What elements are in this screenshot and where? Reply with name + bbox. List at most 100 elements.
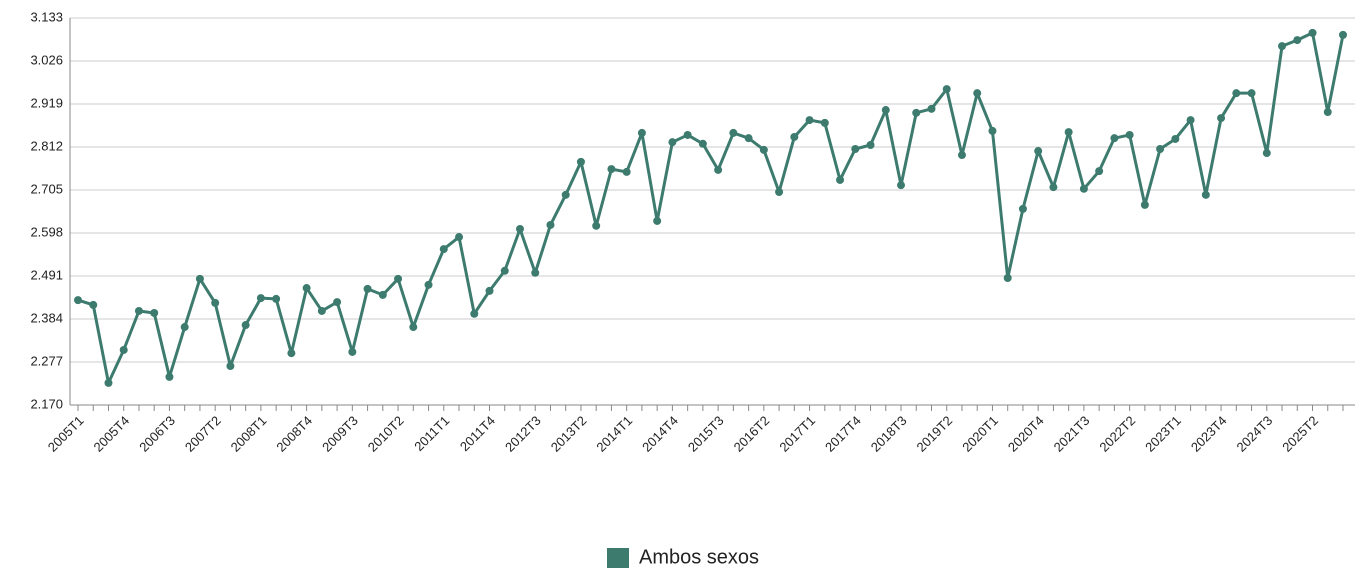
data-point bbox=[1262, 149, 1271, 158]
data-point bbox=[1156, 145, 1165, 154]
data-point bbox=[119, 345, 128, 354]
x-tick-label: 2017T1 bbox=[776, 413, 818, 455]
data-point bbox=[287, 349, 296, 358]
data-point bbox=[455, 233, 464, 242]
y-tick-label: 2.491 bbox=[30, 267, 63, 282]
x-tick-label: 2018T3 bbox=[868, 413, 910, 455]
x-tick-label: 2008T1 bbox=[228, 413, 270, 455]
data-point bbox=[74, 296, 82, 305]
data-point bbox=[805, 116, 814, 125]
x-tick-label: 2021T3 bbox=[1051, 413, 1093, 455]
data-point bbox=[1308, 28, 1317, 37]
data-point bbox=[820, 118, 829, 127]
data-point bbox=[1034, 147, 1043, 156]
x-tick-label: 2014T4 bbox=[639, 413, 681, 455]
data-point bbox=[241, 321, 250, 330]
data-point bbox=[759, 145, 768, 154]
data-point bbox=[1232, 89, 1241, 98]
x-tick-label: 2015T3 bbox=[685, 413, 727, 455]
data-point bbox=[1095, 167, 1104, 176]
x-tick-label: 2016T2 bbox=[731, 413, 773, 455]
data-point bbox=[89, 300, 98, 309]
data-point bbox=[668, 138, 677, 147]
data-point bbox=[744, 134, 753, 143]
x-tick-label: 2024T3 bbox=[1234, 413, 1276, 455]
data-point bbox=[592, 221, 601, 230]
data-point bbox=[394, 274, 403, 283]
x-tick-label: 2020T4 bbox=[1005, 413, 1047, 455]
y-tick-label: 3.133 bbox=[30, 9, 63, 24]
data-point bbox=[546, 220, 555, 229]
data-point bbox=[500, 266, 509, 275]
data-point bbox=[714, 165, 723, 174]
x-tick-label: 2010T2 bbox=[365, 413, 407, 455]
data-point bbox=[851, 145, 860, 154]
y-tick-label: 2.812 bbox=[30, 138, 63, 153]
data-point bbox=[683, 130, 692, 139]
data-point bbox=[470, 309, 479, 318]
x-tick-label: 2022T2 bbox=[1096, 413, 1138, 455]
data-point bbox=[1171, 134, 1180, 143]
x-tick-label: 2023T4 bbox=[1188, 413, 1230, 455]
x-tick-label: 2011T4 bbox=[457, 413, 498, 454]
x-tick-label: 2005T4 bbox=[90, 413, 132, 455]
data-point bbox=[1140, 200, 1149, 209]
y-tick-label: 2.170 bbox=[30, 396, 63, 411]
data-point bbox=[409, 323, 418, 332]
data-point bbox=[226, 362, 235, 371]
data-point bbox=[1339, 30, 1347, 39]
data-point bbox=[775, 188, 784, 197]
y-tick-label: 2.277 bbox=[30, 353, 63, 368]
data-point bbox=[195, 274, 204, 283]
x-tick-label: 2005T1 bbox=[45, 413, 87, 455]
x-tick-label: 2009T3 bbox=[319, 413, 361, 455]
data-point bbox=[790, 132, 799, 141]
legend-swatch bbox=[607, 548, 629, 568]
data-point bbox=[1247, 89, 1256, 98]
data-point bbox=[1049, 183, 1058, 192]
x-tick-label: 2025T2 bbox=[1279, 413, 1321, 455]
data-point bbox=[165, 372, 174, 381]
data-point bbox=[134, 306, 143, 315]
x-tick-label: 2012T3 bbox=[502, 413, 544, 455]
data-point bbox=[317, 306, 326, 315]
legend-label: Ambos sexos bbox=[639, 546, 759, 568]
data-point bbox=[988, 126, 997, 135]
data-point bbox=[942, 85, 951, 94]
data-point bbox=[957, 151, 966, 160]
data-point bbox=[973, 89, 982, 98]
data-point bbox=[272, 294, 281, 303]
data-point bbox=[424, 280, 433, 289]
y-tick-label: 2.705 bbox=[30, 181, 63, 196]
x-tick-label: 2014T1 bbox=[593, 413, 635, 455]
data-point bbox=[1293, 36, 1302, 45]
data-point bbox=[256, 294, 265, 303]
data-point bbox=[1125, 130, 1134, 139]
x-tick-label: 2023T1 bbox=[1142, 413, 1184, 455]
data-point bbox=[927, 104, 936, 113]
x-tick-label: 2006T3 bbox=[136, 413, 178, 455]
x-tick-label: 2019T2 bbox=[914, 413, 956, 455]
data-point bbox=[607, 165, 616, 174]
x-tick-label: 2007T2 bbox=[182, 413, 224, 455]
data-point bbox=[150, 308, 159, 317]
data-point bbox=[729, 128, 738, 137]
data-point bbox=[485, 286, 494, 295]
data-point bbox=[1278, 42, 1287, 51]
data-point bbox=[180, 323, 189, 332]
data-point bbox=[1201, 190, 1210, 199]
data-point bbox=[912, 108, 921, 117]
y-tick-label: 2.598 bbox=[30, 224, 63, 239]
data-point bbox=[211, 298, 220, 307]
data-point bbox=[531, 268, 540, 277]
data-point bbox=[1323, 108, 1332, 117]
x-tick-label: 2013T2 bbox=[548, 413, 590, 455]
data-point bbox=[653, 216, 662, 225]
data-point bbox=[515, 224, 524, 233]
data-point bbox=[1018, 204, 1027, 213]
data-point bbox=[897, 181, 906, 190]
data-point bbox=[1003, 274, 1012, 283]
data-point bbox=[698, 139, 707, 148]
x-tick-label: 2020T1 bbox=[959, 413, 1001, 455]
